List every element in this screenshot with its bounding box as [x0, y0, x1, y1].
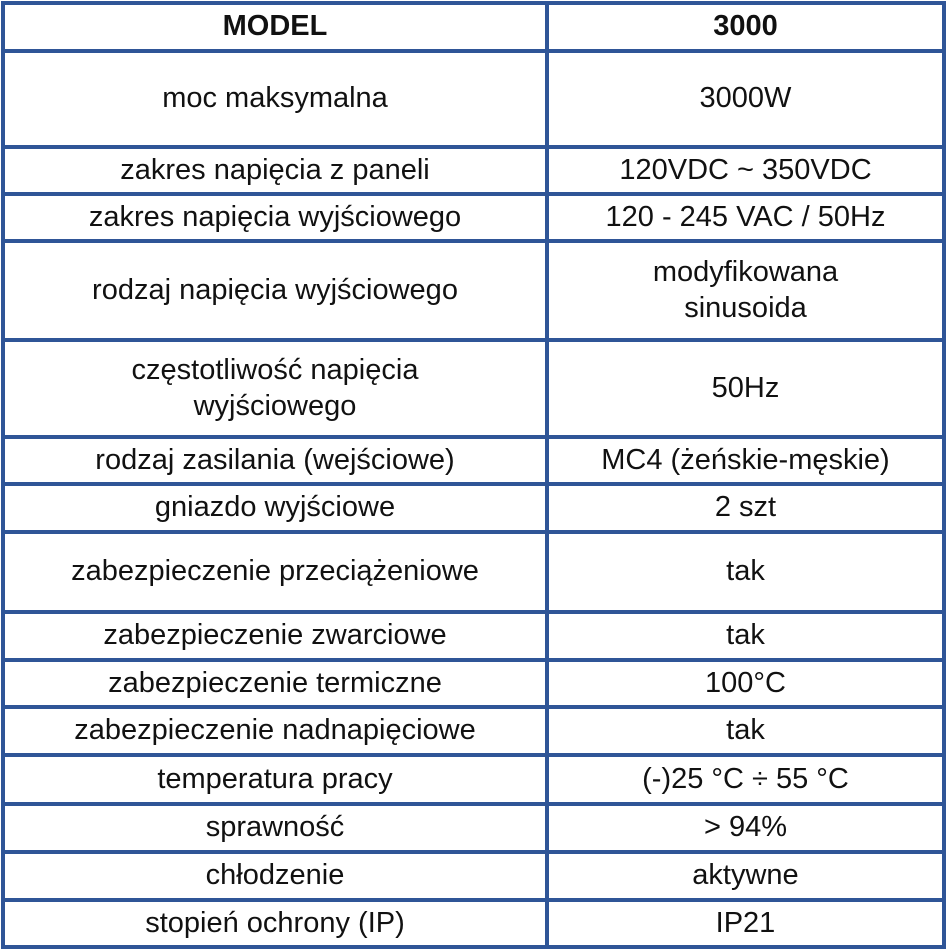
row-value: MC4 (żeńskie-męskie) — [549, 439, 942, 482]
row-value: aktywne — [549, 854, 942, 898]
row-value: tak — [549, 534, 942, 610]
row-value: tak — [549, 709, 942, 753]
row-label: sprawność — [5, 806, 545, 850]
row-label: rodzaj napięcia wyjściowego — [5, 243, 545, 338]
row-value: > 94% — [549, 806, 942, 850]
row-label: temperatura pracy — [5, 757, 545, 802]
row-label: częstotliwość napięcia wyjściowego — [5, 342, 545, 435]
row-value: 120VDC ~ 350VDC — [549, 149, 942, 192]
row-value: modyfikowana sinusoida — [549, 243, 942, 338]
header-model-value: 3000 — [549, 5, 942, 49]
row-label: zakres napięcia wyjściowego — [5, 196, 545, 239]
row-label: gniazdo wyjściowe — [5, 486, 545, 530]
row-value: 50Hz — [549, 342, 942, 435]
row-value: tak — [549, 614, 942, 658]
row-label: zabezpieczenie nadnapięciowe — [5, 709, 545, 753]
row-label: stopień ochrony (IP) — [5, 902, 545, 945]
row-value: 100°C — [549, 662, 942, 705]
row-value: 2 szt — [549, 486, 942, 530]
row-value: IP21 — [549, 902, 942, 945]
row-label: zakres napięcia z paneli — [5, 149, 545, 192]
header-model-label: MODEL — [5, 5, 545, 49]
row-value: 120 - 245 VAC / 50Hz — [549, 196, 942, 239]
row-value: (-)25 °C ÷ 55 °C — [549, 757, 942, 802]
row-value: 3000W — [549, 53, 942, 145]
row-label: rodzaj zasilania (wejściowe) — [5, 439, 545, 482]
row-label: zabezpieczenie przeciążeniowe — [5, 534, 545, 610]
row-label: moc maksymalna — [5, 53, 545, 145]
row-label: zabezpieczenie zwarciowe — [5, 614, 545, 658]
row-label: zabezpieczenie termiczne — [5, 662, 545, 705]
row-label: chłodzenie — [5, 854, 545, 898]
